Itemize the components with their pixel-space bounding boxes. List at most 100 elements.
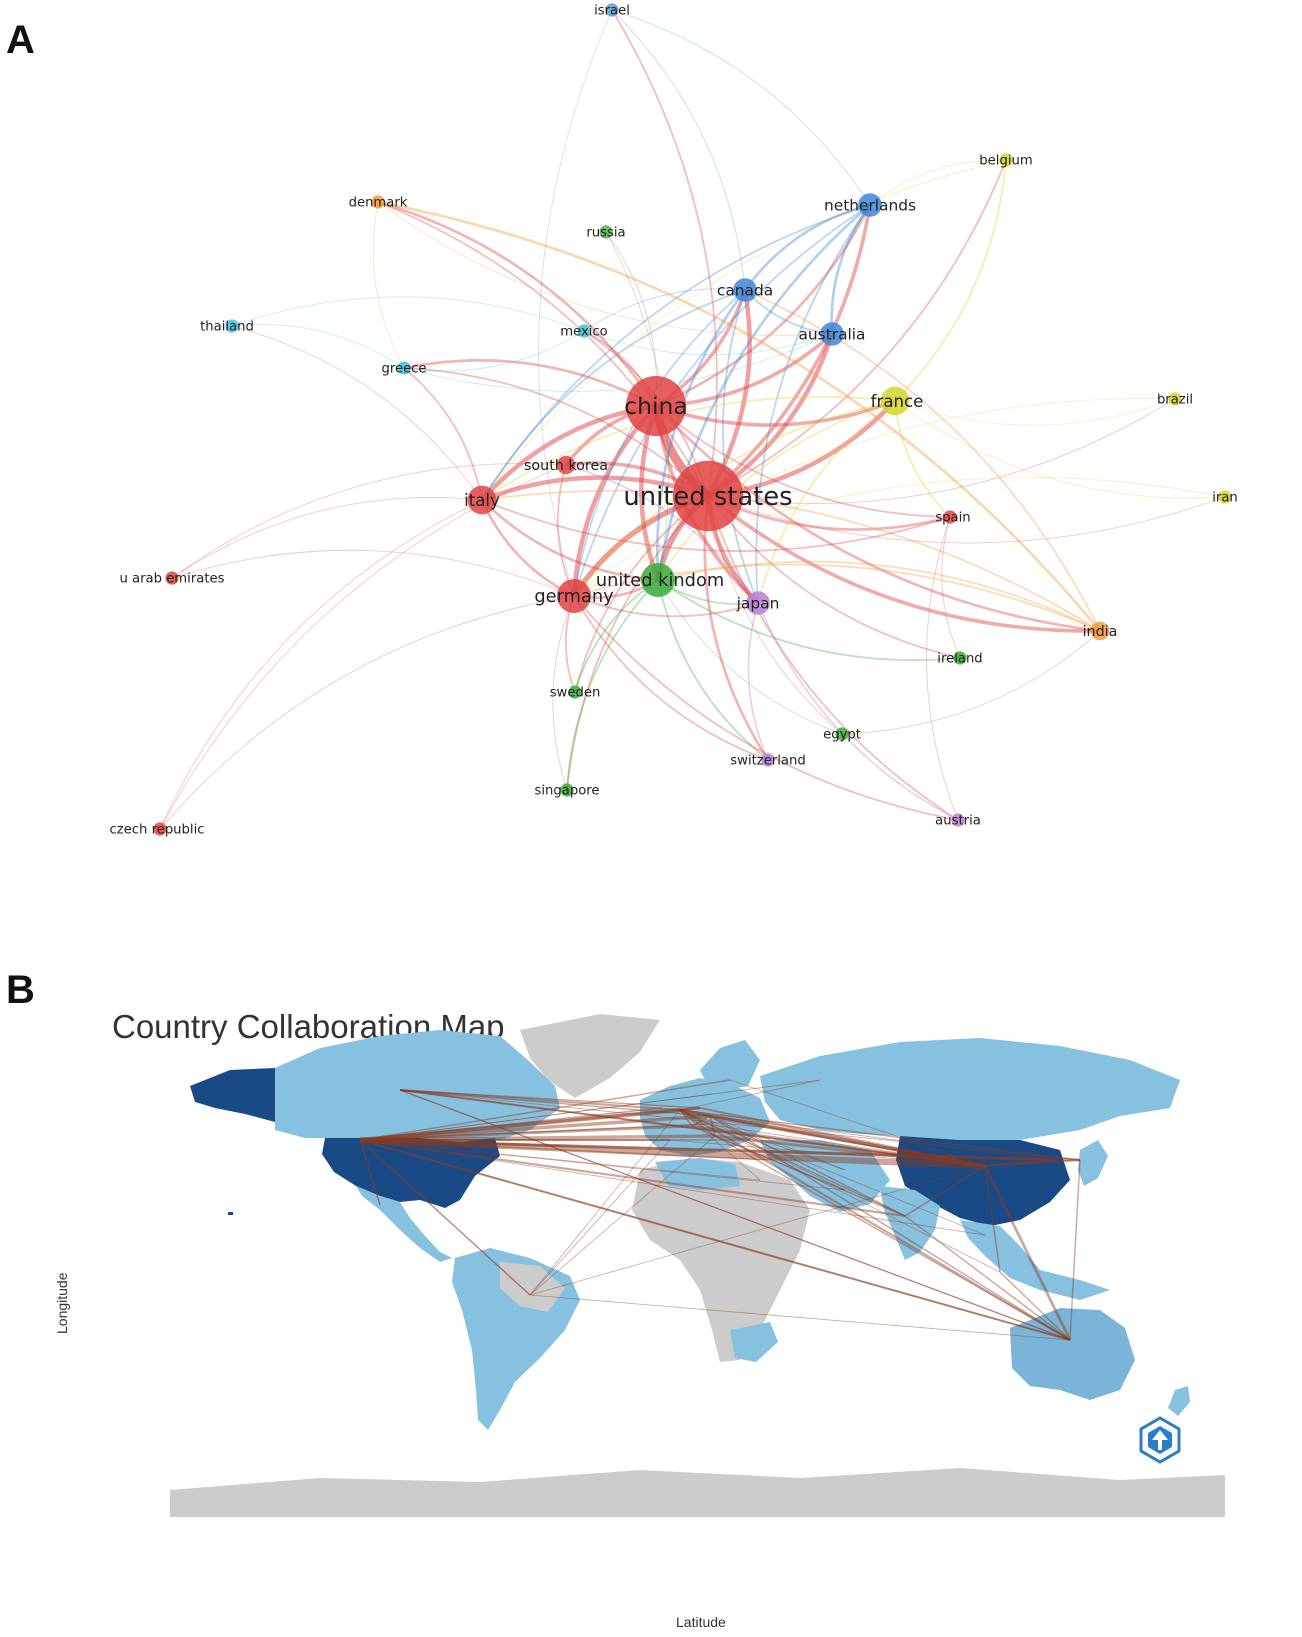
node-netherlands[interactable] <box>858 193 882 217</box>
label-singapore: singapore <box>534 784 599 799</box>
node-singapore[interactable] <box>560 783 574 797</box>
edge-china-india <box>655 405 1101 633</box>
node-united-states[interactable] <box>672 460 744 532</box>
map-link-th-uk <box>679 1109 986 1236</box>
edge-italy-united-kindom <box>481 499 659 582</box>
edge-denmark-australia <box>377 201 833 336</box>
map-link-ca-au <box>399 1089 1071 1341</box>
map-link-br-it <box>529 1135 716 1296</box>
label-czech-republic: czech republic <box>109 823 204 838</box>
node-south-korea[interactable] <box>556 455 576 475</box>
edge-italy-thailand <box>231 325 483 501</box>
edge-united-states-netherlands <box>706 204 872 498</box>
node-australia[interactable] <box>820 322 844 346</box>
node-switzerland[interactable] <box>761 753 775 767</box>
node-egypt[interactable] <box>835 727 849 741</box>
map-link-cn-fr <box>691 1124 986 1168</box>
label-u-arab-emirates: u arab emirates <box>120 572 225 587</box>
edge-canada-mexico <box>583 288 746 332</box>
map-link-uk-nl <box>679 1107 701 1111</box>
edge-united-states-india <box>706 494 1101 633</box>
label-italy: italy <box>464 491 500 510</box>
label-brazil: brazil <box>1157 393 1193 408</box>
label-mexico: mexico <box>560 325 608 340</box>
map-link-us-mx <box>359 1139 381 1206</box>
edge-denmark-greece <box>372 201 405 369</box>
network-labels: israel belgium denmark netherlands russia can… <box>109 4 1237 838</box>
node-austria[interactable] <box>951 813 965 827</box>
node-thailand[interactable] <box>225 319 239 333</box>
map-link-cn-au <box>983 1165 1072 1341</box>
label-netherlands: netherlands <box>824 196 916 214</box>
network-edges <box>159 9 1226 830</box>
edge-germany-u-arab-emirates <box>171 549 575 597</box>
node-india[interactable] <box>1090 621 1110 641</box>
edge-canada-italy <box>481 289 746 501</box>
map-link-in-it <box>714 1135 906 1217</box>
edge-netherlands-australia <box>830 204 872 335</box>
node-italy[interactable] <box>467 485 497 515</box>
node-france[interactable] <box>880 386 910 416</box>
node-u-arab-emirates[interactable] <box>165 571 179 585</box>
node-sweden[interactable] <box>568 685 582 699</box>
node-greece[interactable] <box>397 361 411 375</box>
map-link-kr-de <box>709 1115 1051 1161</box>
map-link-us-th <box>359 1139 986 1236</box>
edge-mexico-thailand <box>231 296 585 332</box>
node-iran[interactable] <box>1218 490 1232 504</box>
map-link-ae-it <box>714 1135 846 1191</box>
map-link-cn-uk <box>679 1108 986 1168</box>
map-link-uk-au <box>679 1109 1071 1341</box>
node-united-kindom[interactable] <box>641 563 675 597</box>
map-link-fr-it <box>691 1125 716 1137</box>
panel-b-letter: B <box>6 968 35 1012</box>
node-belgium[interactable] <box>999 153 1013 167</box>
edge-netherlands-japan <box>755 204 871 604</box>
map-link-us-it <box>359 1134 716 1142</box>
collaboration-network: israel belgium denmark netherlands russia can… <box>109 3 1238 838</box>
hexagon-tree-icon <box>1139 1416 1181 1464</box>
edge-united-states-singapore <box>566 495 709 791</box>
map-link-jp-uk <box>679 1109 1081 1161</box>
landmass-usa <box>322 1138 500 1208</box>
node-ireland[interactable] <box>953 651 967 665</box>
edge-italy-czech-republic <box>159 499 483 830</box>
node-germany[interactable] <box>557 579 591 613</box>
world-collaboration-map <box>170 1014 1225 1517</box>
label-united-kindom: united kindom <box>596 570 724 591</box>
map-link-us-dk <box>359 1093 713 1141</box>
node-czech-republic[interactable] <box>153 822 167 836</box>
edge-united-states-austria <box>707 495 959 821</box>
node-israel[interactable] <box>605 3 619 17</box>
node-russia[interactable] <box>599 225 613 239</box>
node-brazil[interactable] <box>1168 392 1182 406</box>
map-link-cn-nl <box>699 1106 986 1168</box>
node-canada[interactable] <box>733 278 757 302</box>
label-australia: australia <box>799 325 866 343</box>
node-spain[interactable] <box>943 510 957 524</box>
edge-united-kindom-egypt <box>657 579 843 735</box>
label-thailand: thailand <box>200 320 254 335</box>
map-link-br-cn <box>529 1165 986 1296</box>
node-mexico[interactable] <box>577 324 591 338</box>
network-nodes <box>153 3 1232 836</box>
edge-mexico-australia <box>583 330 833 356</box>
edge-netherlands-canada <box>743 203 871 291</box>
edge-france-spain <box>894 400 951 518</box>
map-link-us-au <box>359 1138 1071 1342</box>
label-austria: austria <box>935 814 981 829</box>
map-link-de-it <box>708 1115 717 1137</box>
node-japan[interactable] <box>746 591 770 615</box>
node-denmark[interactable] <box>371 195 385 209</box>
landmass-se-asia <box>960 1220 1110 1300</box>
map-link-us-fr <box>359 1124 693 1142</box>
edge-india-denmark <box>377 200 1102 632</box>
edge-united-states-egypt <box>707 495 843 735</box>
landmass-japan <box>1078 1140 1108 1186</box>
map-link-cn-es <box>669 1139 986 1167</box>
map-link-ca-de <box>399 1089 711 1117</box>
node-china[interactable] <box>626 376 686 436</box>
landmass-australia <box>1010 1308 1135 1400</box>
edge-netherlands-united-kindom <box>656 203 871 581</box>
edge-united-states-ireland <box>707 495 961 659</box>
